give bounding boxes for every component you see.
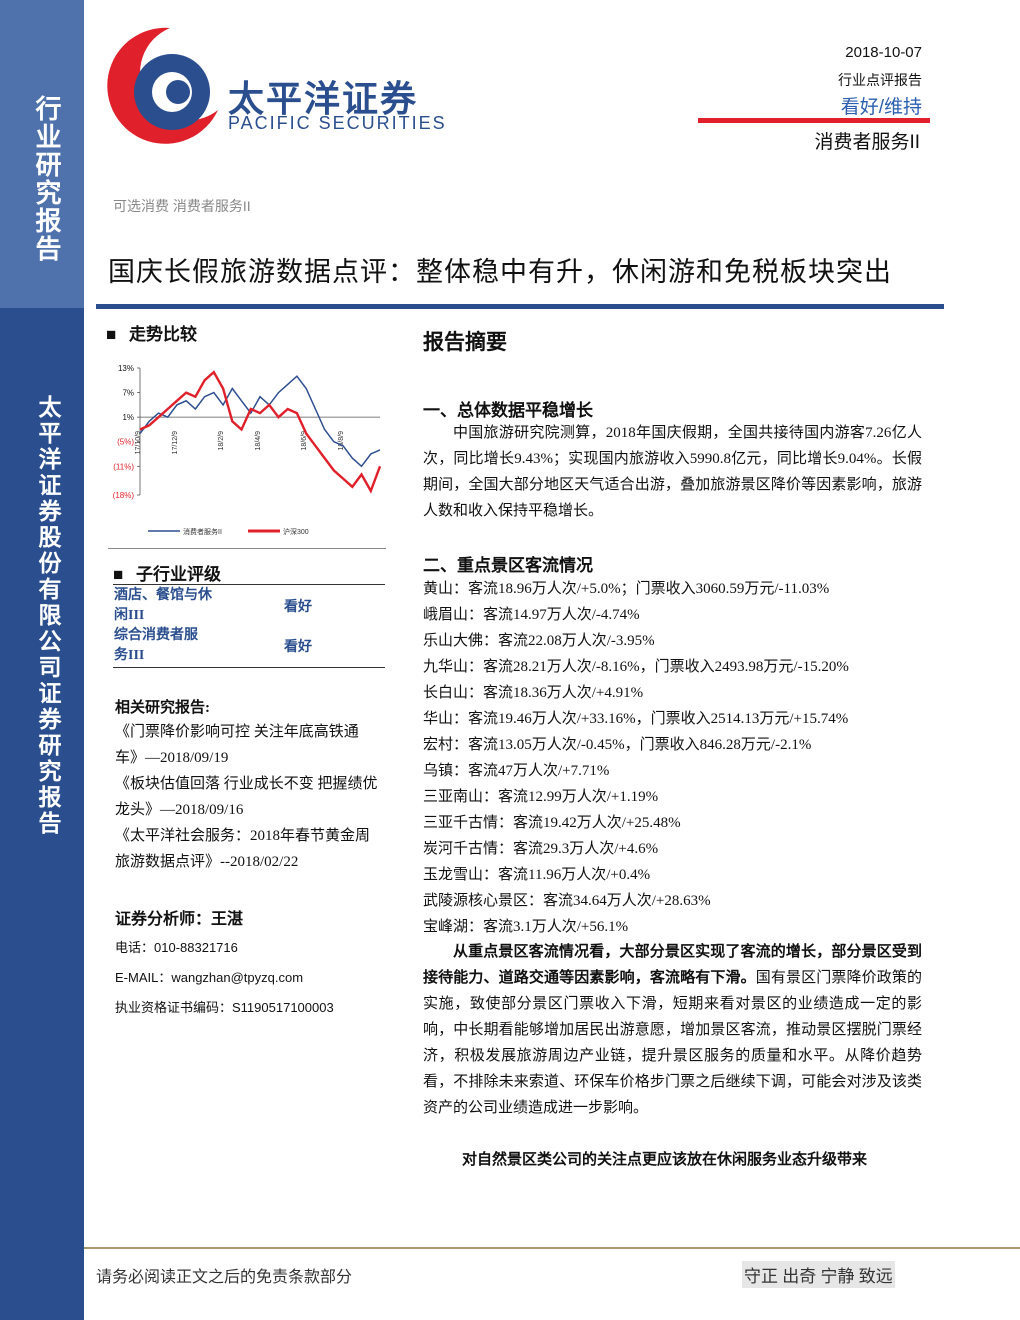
- analyst-phone: 电话：010-88321716: [115, 940, 238, 955]
- series-line: [139, 375, 381, 468]
- analyst-license: 执业资格证书编码：S1190517100003: [115, 1000, 334, 1015]
- table-rule: [113, 667, 385, 668]
- analyst-email: E-MAIL：wangzhan@tpyzq.com: [115, 970, 304, 985]
- scenic-item: 峨眉山：客流14.97万人次/-4.74%: [423, 607, 640, 623]
- y-tick-label: (18%): [113, 491, 135, 500]
- scenic-item: 长白山：客流18.36万人次/+4.91%: [423, 685, 644, 701]
- summary-heading: 报告摘要: [423, 330, 507, 354]
- x-tick-label: 17/12/9: [172, 431, 179, 454]
- x-tick-label: 18/8/9: [338, 431, 345, 451]
- paragraph: 从重点景区客流情况看，大部分景区实现了客流的增长，部分景区受到接待能力、道路交通…: [423, 939, 922, 1121]
- trend-chart: 13% 7% 1% (5%) (11%) (18%) 17/10/9 17/12/9 18/2/…: [113, 364, 382, 536]
- rating: 看好/维持: [840, 97, 922, 118]
- table-rule: [113, 584, 385, 585]
- title: 国庆长假旅游数据点评：整体稳中有升，休闲游和免税板块突出: [108, 257, 892, 287]
- company-en: PACIFIC SECURITIES: [228, 113, 447, 133]
- scenic-item: 武陵源核心景区：客流34.64万人次/+28.63%: [423, 893, 711, 909]
- date: 2018-10-07: [845, 44, 922, 61]
- report-type: 行业点评报告: [838, 72, 922, 88]
- scenic-item: 华山：客流19.46万人次/+33.16%，门票收入2514.13万元/+15.…: [423, 711, 849, 727]
- trend-heading-text: 走势比较: [129, 325, 198, 344]
- logo: [107, 27, 218, 144]
- y-tick-label: (5%): [117, 438, 134, 447]
- scenic-item: 宝峰湖：客流3.1万人次/+56.1%: [423, 919, 629, 935]
- legend-label: 沪深300: [283, 527, 309, 536]
- sub-heading-text: 子行业评级: [136, 565, 222, 584]
- x-tick-label: 18/4/9: [255, 431, 262, 451]
- footer-rule: [84, 1247, 1020, 1249]
- section-heading: 二、重点景区客流情况: [423, 556, 593, 575]
- scenic-item: 黄山：客流18.96万人次/+5.0%；门票收入3060.59万元/-11.03…: [423, 581, 830, 597]
- scenic-item: 玉龙雪山：客流11.96万人次/+0.4%: [423, 867, 651, 883]
- sub-name: 综合消费者服务III: [114, 628, 198, 663]
- series-line: [139, 370, 382, 494]
- sub-heading: ■ 子行业评级: [113, 565, 222, 584]
- disclaimer: 请务必阅读正文之后的免责条款部分: [96, 1269, 353, 1286]
- scenic-item: 乐山大佛：客流22.08万人次/-3.95%: [423, 633, 655, 649]
- related-item: 《太平洋社会服务：2018年春节黄金周旅游数据点评》--2018/02/22: [115, 828, 371, 870]
- scenic-item: 炭河千古情：客流29.3万人次/+4.6%: [423, 841, 659, 857]
- scenic-item: 宏村：客流13.05万人次/-0.45%，门票收入846.28万元/-2.1%: [423, 737, 812, 753]
- y-tick-label: 7%: [122, 389, 134, 398]
- sidebar-bottom-text: 太平洋证券股份有限公司证券研究报告: [35, 395, 60, 837]
- breadcrumb: 可选消费 消费者服务II: [113, 198, 251, 214]
- related-list: 《门票降价影响可控 关注年底高铁通车》—2018/09/19 《板块估值回落 行…: [115, 719, 380, 875]
- divider: [108, 548, 386, 549]
- scenic-item: 三亚南山：客流12.99万人次/+1.19%: [423, 789, 659, 805]
- company-cn: 太平洋证券: [228, 78, 419, 119]
- rating-bar: [698, 118, 930, 123]
- y-tick-label: (11%): [113, 462, 134, 471]
- sector: 消费者服务II: [814, 132, 920, 153]
- trend-heading: ■ 走势比较: [106, 325, 198, 344]
- scenic-item: 九华山：客流28.21万人次/-8.16%，门票收入2493.98万元/-15.…: [423, 659, 849, 675]
- scenic-list: 黄山：客流18.96万人次/+5.0%；门票收入3060.59万元/-11.03…: [423, 576, 933, 940]
- text: 国有景区门票降价政策的实施，致使部分景区门票收入下滑，短期来看对景区的业绩造成一…: [423, 970, 922, 1116]
- sub-name: 酒店、餐馆与休闲III: [114, 588, 212, 623]
- sidebar-top: [0, 0, 84, 308]
- sidebar-top-text: 行业研究报告: [32, 95, 61, 263]
- scenic-item: 乌镇：客流47万人次/+7.71%: [423, 763, 610, 779]
- motto: 守正 出奇 宁静 致远: [742, 1261, 895, 1288]
- related-item: 《门票降价影响可控 关注年底高铁通车》—2018/09/19: [115, 724, 359, 766]
- bold-text: 从重点景区客流情况看，大部分景区实现了客流的增长，部分景区受到接待能力、道路交通…: [423, 944, 922, 986]
- related-item: 《板块估值回落 行业成长不变 把握绩优龙头》—2018/09/16: [115, 776, 378, 818]
- title-rule: [96, 304, 944, 309]
- bold-line: 对自然景区类公司的关注点更应该放在休闲服务业态升级带来: [462, 1152, 868, 1168]
- paragraph: 中国旅游研究院测算，2018年国庆假期，全国共接待国内游客7.26亿人次，同比增…: [423, 425, 922, 519]
- sub-rating: 看好: [284, 600, 312, 615]
- analyst-heading: 证券分析师：王湛: [115, 911, 244, 928]
- section-heading: 一、总体数据平稳增长: [423, 401, 593, 420]
- y-tick-label: 1%: [122, 413, 134, 422]
- x-tick-label: 18/6/9: [301, 431, 308, 451]
- x-tick-label: 18/2/9: [218, 431, 225, 451]
- scenic-item: 三亚千古情：客流19.42万人次/+25.48%: [423, 815, 681, 831]
- y-tick-label: 13%: [118, 364, 134, 373]
- related-heading: 相关研究报告:: [115, 700, 210, 716]
- sidebar-bottom: [0, 308, 84, 1320]
- x-tick-label: 17/10/9: [135, 431, 142, 454]
- legend-label: 消费者服务II: [183, 527, 222, 536]
- sub-rating: 看好: [284, 640, 312, 655]
